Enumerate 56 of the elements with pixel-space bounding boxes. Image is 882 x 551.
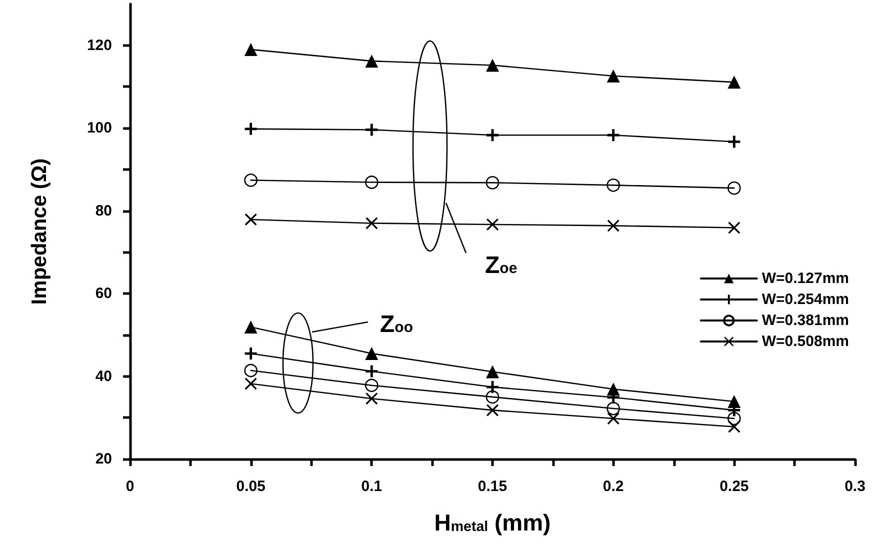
y-tick-label: 120 [86, 36, 112, 54]
point [366, 124, 378, 136]
point [486, 58, 499, 72]
point [486, 390, 500, 404]
point [486, 176, 500, 190]
point [486, 365, 499, 378]
point [366, 365, 378, 378]
point [366, 217, 378, 230]
point [606, 69, 620, 82]
point [728, 420, 740, 433]
x-tick-label: 0 [126, 478, 134, 495]
point [486, 404, 498, 416]
point [365, 54, 378, 68]
point [366, 392, 378, 405]
x-axis-title: Hmetal (mm) [434, 510, 551, 536]
point [728, 222, 740, 234]
point [607, 412, 620, 424]
point [244, 122, 257, 135]
legend-label: W=0.127mm [762, 270, 850, 287]
point [365, 378, 378, 392]
annotation: Zoo [380, 311, 413, 338]
y-tick-label: 60 [95, 285, 112, 302]
x-tick-label: 0.3 [844, 478, 866, 495]
point [486, 129, 498, 142]
point [244, 364, 258, 378]
point [606, 402, 620, 416]
legend-label: W=0.254mm [762, 291, 850, 308]
y-tick-label: 20 [95, 450, 112, 468]
point [244, 43, 258, 56]
point [607, 220, 620, 232]
x-tick-label: 0.2 [602, 478, 624, 495]
y-tick-label: 40 [95, 368, 112, 385]
x-tick-label: 0.15 [478, 478, 508, 495]
point [365, 347, 378, 360]
legend-label: W=0.508mm [762, 333, 850, 350]
x-tick-label: 0.1 [361, 478, 382, 495]
y-tick-label: 100 [86, 120, 112, 137]
point [244, 348, 257, 360]
x-tick-label: 0.25 [720, 478, 749, 495]
point [728, 76, 741, 89]
point [244, 214, 257, 226]
point [606, 178, 620, 192]
point [244, 378, 257, 390]
point [244, 174, 258, 187]
point [728, 412, 741, 426]
point [607, 129, 620, 142]
y-tick-label: 80 [95, 202, 112, 220]
point [365, 176, 378, 189]
point [728, 181, 741, 195]
legend-label: W=0.381mm [762, 312, 850, 329]
point [244, 320, 258, 334]
x-tick-label: 0.05 [236, 478, 266, 495]
point [486, 218, 498, 230]
point [728, 136, 740, 148]
y-axis-title: Impedance (Ω) [28, 158, 51, 305]
annotation: Zoe [485, 252, 518, 279]
